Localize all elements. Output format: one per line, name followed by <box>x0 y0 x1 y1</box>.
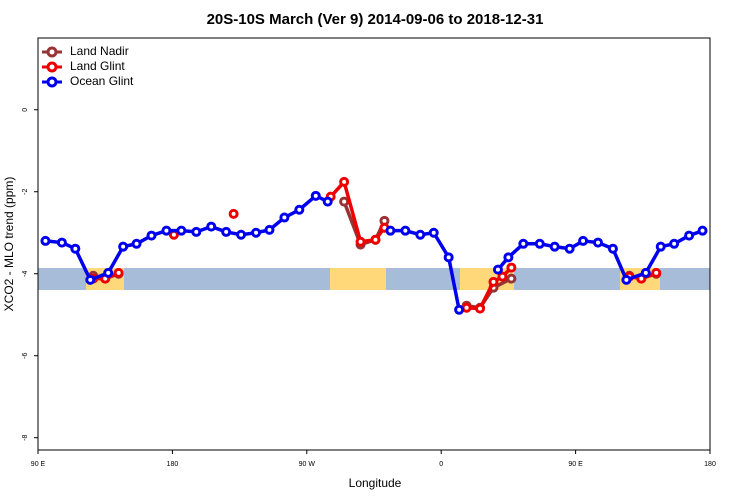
data-point <box>640 267 651 278</box>
legend-label: Land Nadir <box>70 44 129 58</box>
data-point <box>651 267 662 278</box>
data-point <box>428 227 439 238</box>
data-point <box>310 190 321 201</box>
data-point <box>697 225 708 236</box>
data-point <box>56 237 67 248</box>
x-tick-label: 180 <box>704 461 716 468</box>
legend-label: Land Glint <box>70 59 125 73</box>
data-point <box>355 236 366 247</box>
series-line <box>329 178 386 244</box>
data-point <box>475 303 486 314</box>
data-point <box>264 224 275 235</box>
data-point <box>488 276 499 287</box>
y-tick-label: -6 <box>22 352 29 358</box>
data-point <box>669 238 680 249</box>
data-point <box>294 204 305 215</box>
data-point <box>221 226 232 237</box>
data-point <box>415 229 426 240</box>
x-tick-label: 90 W <box>299 461 316 468</box>
y-tick-label: -4 <box>22 271 29 277</box>
legend-marker <box>46 61 58 73</box>
data-point <box>454 304 465 315</box>
data-point <box>621 274 632 285</box>
data-point <box>506 273 517 284</box>
data-point <box>191 226 202 237</box>
x-tick-label: 0 <box>439 461 443 468</box>
data-point <box>103 267 114 278</box>
data-point <box>549 241 560 252</box>
data-point <box>70 243 81 254</box>
data-point <box>279 212 290 223</box>
x-axis-label: Longitude <box>349 476 402 490</box>
data-point <box>370 234 381 245</box>
data-point <box>40 235 51 246</box>
y-tick-label: 0 <box>22 108 29 112</box>
data-point <box>503 252 514 263</box>
data-point <box>593 237 603 248</box>
x-tick-label: 90 E <box>31 461 46 468</box>
y-axis-label: XCO2 - MLO trend (ppm) <box>2 177 16 312</box>
data-point <box>113 267 124 278</box>
data-point <box>131 238 142 249</box>
plot-frame <box>37 37 711 451</box>
data-point <box>385 225 396 236</box>
data-point <box>85 274 96 285</box>
data-point <box>236 229 247 240</box>
data-point <box>497 271 508 282</box>
data-point <box>146 230 157 241</box>
data-point <box>176 225 187 236</box>
data-point <box>655 241 666 252</box>
data-point <box>607 243 618 254</box>
series-line <box>45 193 329 283</box>
x-tick-label: 90 E <box>568 461 583 468</box>
data-point <box>161 225 172 236</box>
land-patch <box>330 268 386 290</box>
data-point <box>400 225 411 236</box>
legend-marker <box>46 76 58 88</box>
data-point <box>339 176 350 187</box>
legend-label: Ocean Glint <box>70 74 134 88</box>
data-point <box>534 238 545 249</box>
data-point <box>251 227 262 238</box>
data-point <box>506 262 517 273</box>
data-point <box>443 252 454 263</box>
data-point <box>118 241 129 252</box>
x-tick-label: 180 <box>167 461 179 468</box>
data-point <box>322 196 333 207</box>
chart-title: 20S-10S March (Ver 9) 2014-09-06 to 2018… <box>207 11 544 28</box>
y-tick-label: -2 <box>22 189 29 195</box>
data-point <box>684 230 695 241</box>
surface-band <box>38 268 710 290</box>
data-point <box>461 302 472 313</box>
data-point <box>518 238 529 249</box>
data-point <box>564 243 575 254</box>
data-point <box>206 221 217 232</box>
data-point <box>578 235 589 246</box>
legend-marker <box>46 46 58 58</box>
data-point <box>339 196 350 207</box>
data-point <box>492 264 503 275</box>
y-tick-label: -8 <box>22 434 29 440</box>
data-point <box>228 208 239 219</box>
